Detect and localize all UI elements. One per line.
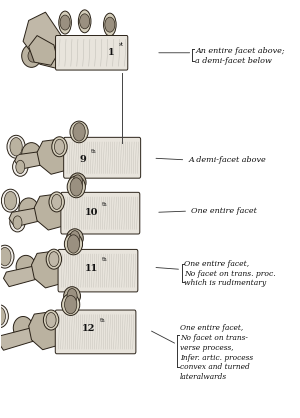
FancyBboxPatch shape xyxy=(56,36,128,70)
Text: 10: 10 xyxy=(85,208,98,217)
Circle shape xyxy=(46,313,56,328)
Circle shape xyxy=(105,17,115,32)
Circle shape xyxy=(64,296,77,314)
Ellipse shape xyxy=(22,143,41,166)
Ellipse shape xyxy=(10,213,25,232)
Circle shape xyxy=(13,216,22,229)
Ellipse shape xyxy=(67,176,86,198)
Ellipse shape xyxy=(64,287,80,306)
Polygon shape xyxy=(34,194,62,230)
Ellipse shape xyxy=(78,10,91,33)
Polygon shape xyxy=(15,148,62,169)
Ellipse shape xyxy=(70,121,88,143)
Ellipse shape xyxy=(0,305,8,328)
Circle shape xyxy=(70,231,80,246)
Circle shape xyxy=(4,191,16,210)
Circle shape xyxy=(73,123,85,141)
Ellipse shape xyxy=(59,11,71,34)
Polygon shape xyxy=(29,312,57,350)
Ellipse shape xyxy=(61,294,80,316)
Circle shape xyxy=(0,307,5,326)
Text: th: th xyxy=(100,318,105,323)
Text: th: th xyxy=(102,201,108,206)
Circle shape xyxy=(16,160,25,173)
Circle shape xyxy=(70,178,82,196)
Circle shape xyxy=(0,247,11,266)
Circle shape xyxy=(60,15,70,30)
Text: 11: 11 xyxy=(85,264,98,273)
Circle shape xyxy=(67,288,77,303)
Ellipse shape xyxy=(103,13,116,36)
Text: One entire facet: One entire facet xyxy=(191,207,257,215)
Ellipse shape xyxy=(67,229,83,247)
Polygon shape xyxy=(9,204,59,227)
Circle shape xyxy=(10,138,22,156)
Polygon shape xyxy=(29,36,57,65)
Text: An entire facet above;
a demi-facet below: An entire facet above; a demi-facet belo… xyxy=(195,47,285,65)
Ellipse shape xyxy=(0,245,14,268)
Text: 1: 1 xyxy=(108,48,115,57)
Text: 12: 12 xyxy=(82,324,96,333)
Ellipse shape xyxy=(49,192,64,212)
Circle shape xyxy=(67,235,80,253)
Ellipse shape xyxy=(16,255,36,278)
FancyBboxPatch shape xyxy=(61,192,140,234)
Ellipse shape xyxy=(64,233,82,255)
Ellipse shape xyxy=(69,173,86,192)
Ellipse shape xyxy=(22,44,41,67)
Ellipse shape xyxy=(13,158,28,176)
Polygon shape xyxy=(32,252,59,288)
Ellipse shape xyxy=(13,316,33,339)
Polygon shape xyxy=(37,140,65,174)
Text: 9: 9 xyxy=(80,155,87,164)
Circle shape xyxy=(80,14,90,29)
Text: th: th xyxy=(102,257,108,263)
Circle shape xyxy=(54,139,64,154)
Circle shape xyxy=(49,252,59,267)
Ellipse shape xyxy=(28,50,38,62)
Polygon shape xyxy=(23,12,62,69)
FancyBboxPatch shape xyxy=(64,138,141,178)
Ellipse shape xyxy=(2,189,20,212)
Ellipse shape xyxy=(52,137,67,157)
Circle shape xyxy=(73,175,83,190)
Text: One entire facet,
No facet on trans-
verse process,
Infer. artic. process
convex: One entire facet, No facet on trans- ver… xyxy=(180,324,253,381)
Ellipse shape xyxy=(7,135,25,158)
Text: st: st xyxy=(119,42,124,47)
Polygon shape xyxy=(0,322,54,350)
Ellipse shape xyxy=(44,310,59,330)
Text: One entire facet,
No facet on trans. proc.
which is rudimentary: One entire facet, No facet on trans. pro… xyxy=(184,260,276,287)
Text: th: th xyxy=(91,149,97,154)
FancyBboxPatch shape xyxy=(55,310,136,354)
Polygon shape xyxy=(4,261,57,287)
Circle shape xyxy=(52,194,62,209)
Ellipse shape xyxy=(19,198,38,221)
Ellipse shape xyxy=(46,249,62,269)
Text: A demi-facet above: A demi-facet above xyxy=(188,156,266,164)
FancyBboxPatch shape xyxy=(58,250,138,292)
